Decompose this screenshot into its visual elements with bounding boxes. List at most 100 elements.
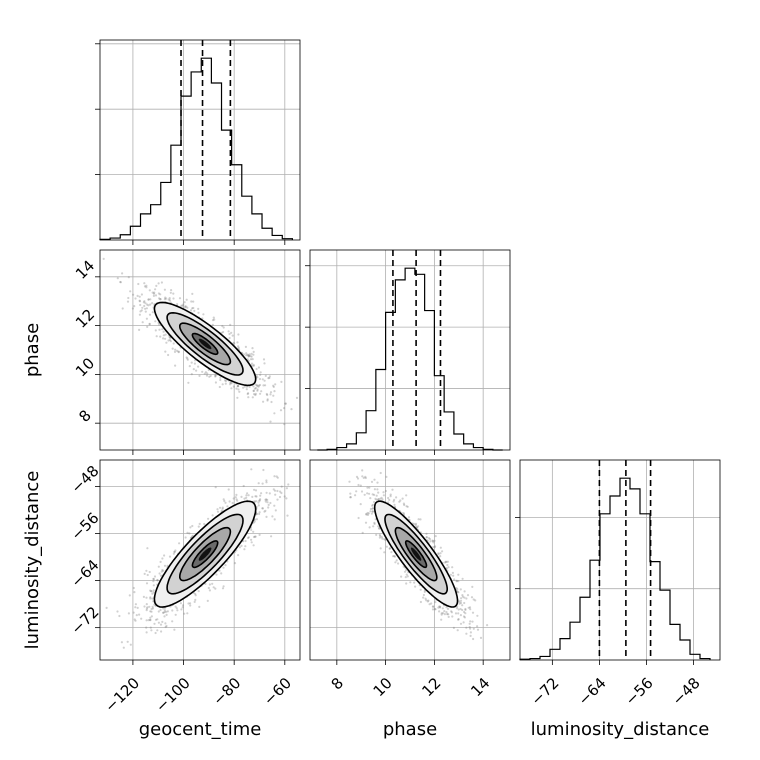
scatter-point-geocent-time-vs-luminosity-distance-1207 <box>162 607 165 610</box>
scatter-point-geocent-time-vs-luminosity-distance-958 <box>253 520 256 523</box>
scatter-point-phase-vs-luminosity-distance-734 <box>455 579 458 582</box>
scatter-point-phase-vs-luminosity-distance-1032 <box>468 625 471 629</box>
scatter-point-geocent-time-vs-luminosity-distance-1281 <box>221 587 225 590</box>
scatter-point-geocent-time-vs-luminosity-distance-18 <box>126 640 129 643</box>
scatter-point-phase-vs-luminosity-distance-265 <box>392 555 395 558</box>
scatter-point-phase-vs-luminosity-distance-279 <box>461 577 464 580</box>
scatter-point-geocent-time-vs-luminosity-distance-885 <box>224 564 227 567</box>
scatter-point-phase-vs-luminosity-distance-1387 <box>454 612 458 615</box>
scatter-point-geocent-time-vs-luminosity-distance-545 <box>160 630 163 633</box>
scatter-point-phase-vs-luminosity-distance-774 <box>393 498 396 501</box>
scatter-point-phase-vs-luminosity-distance-1381 <box>447 615 450 619</box>
scatter-point-geocent-time-vs-luminosity-distance-624 <box>149 619 152 622</box>
scatter-point-geocent-time-vs-phase-1069 <box>121 307 124 310</box>
scatter-point-geocent-time-vs-luminosity-distance-837 <box>194 598 197 602</box>
scatter-point-geocent-time-vs-phase-1186 <box>261 378 264 381</box>
scatter-point-geocent-time-vs-luminosity-distance-104 <box>257 504 260 507</box>
scatter-point-phase-vs-luminosity-distance-621 <box>441 550 444 553</box>
scatter-point-geocent-time-vs-luminosity-distance-174 <box>128 594 131 597</box>
scatter-point-geocent-time-vs-luminosity-distance-1071 <box>279 490 282 493</box>
scatter-point-phase-vs-luminosity-distance-328 <box>414 585 417 588</box>
scatter-point-geocent-time-vs-phase-775 <box>254 386 257 390</box>
scatter-point-geocent-time-vs-luminosity-distance-1384 <box>214 587 217 590</box>
scatter-point-phase-vs-luminosity-distance-187 <box>459 607 462 611</box>
scatter-point-geocent-time-vs-luminosity-distance-445 <box>174 613 177 616</box>
scatter-point-geocent-time-vs-phase-707 <box>165 297 168 300</box>
scatter-point-phase-vs-luminosity-distance-790 <box>431 539 434 542</box>
panel-frame-joint-phase-vs-luminosity-distance <box>309 459 511 661</box>
scatter-point-geocent-time-vs-luminosity-distance-216 <box>133 618 136 621</box>
scatter-point-geocent-time-vs-phase-315 <box>256 376 259 379</box>
scatter-point-geocent-time-vs-phase-1097 <box>167 339 170 342</box>
scatter-point-geocent-time-vs-phase-257 <box>145 307 148 310</box>
scatter-point-phase-vs-luminosity-distance-1055 <box>463 601 466 605</box>
scatter-point-geocent-time-vs-phase-468 <box>236 341 239 344</box>
scatter-point-geocent-time-vs-phase-329 <box>146 325 149 328</box>
scatter-point-geocent-time-vs-phase-79 <box>265 392 268 396</box>
xlabel-geocent-time: geocent_time <box>139 719 262 740</box>
scatter-point-geocent-time-vs-luminosity-distance-128 <box>243 497 246 500</box>
scatter-point-phase-vs-luminosity-distance-326 <box>444 560 447 563</box>
scatter-point-geocent-time-vs-luminosity-distance-473 <box>254 535 257 538</box>
scatter-point-geocent-time-vs-luminosity-distance-132 <box>251 495 254 498</box>
scatter-point-geocent-time-vs-luminosity-distance-455 <box>283 495 286 498</box>
scatter-point-geocent-time-vs-luminosity-distance-488 <box>236 499 239 502</box>
scatter-point-geocent-time-vs-luminosity-distance-710 <box>220 572 223 575</box>
scatter-point-phase-vs-luminosity-distance-140 <box>434 601 437 604</box>
panel-frame-joint-geocent-time-vs-luminosity-distance <box>99 459 301 661</box>
scatter-point-geocent-time-vs-phase-809 <box>245 388 248 391</box>
scatter-point-geocent-time-vs-luminosity-distance-932 <box>222 498 225 501</box>
scatter-point-geocent-time-vs-luminosity-distance-782 <box>270 535 273 538</box>
scatter-point-phase-vs-luminosity-distance-1375 <box>405 569 408 572</box>
scatter-point-geocent-time-vs-luminosity-distance-560 <box>142 595 145 599</box>
scatter-point-phase-vs-luminosity-distance-297 <box>364 521 368 524</box>
scatter-point-phase-vs-luminosity-distance-1334 <box>464 612 467 615</box>
scatter-point-geocent-time-vs-luminosity-distance-495 <box>173 550 176 553</box>
scatter-point-geocent-time-vs-luminosity-distance-1046 <box>206 599 209 603</box>
scatter-point-phase-vs-luminosity-distance-813 <box>446 607 450 611</box>
scatter-point-phase-vs-luminosity-distance-45 <box>375 494 378 497</box>
scatter-point-geocent-time-vs-phase-1390 <box>229 381 232 384</box>
scatter-point-phase-vs-luminosity-distance-240 <box>469 627 472 630</box>
scatter-point-phase-vs-luminosity-distance-20 <box>406 505 409 508</box>
scatter-point-geocent-time-vs-phase-260 <box>255 367 258 371</box>
scatter-point-geocent-time-vs-phase-591 <box>143 300 146 303</box>
contour-line-geocent-time-vs-phase-1 <box>179 322 232 366</box>
scatter-point-geocent-time-vs-luminosity-distance-397 <box>149 626 152 629</box>
scatter-point-phase-vs-luminosity-distance-994 <box>459 601 463 605</box>
scatter-point-phase-vs-luminosity-distance-238 <box>405 573 408 576</box>
scatter-point-geocent-time-vs-luminosity-distance-202 <box>149 596 152 599</box>
scatter-point-phase-vs-luminosity-distance-331 <box>384 538 387 542</box>
scatter-point-geocent-time-vs-luminosity-distance-1250 <box>226 505 229 508</box>
panel-frame-hist-luminosity-distance <box>519 459 721 661</box>
scatter-point-geocent-time-vs-phase-200 <box>202 313 205 316</box>
scatter-point-geocent-time-vs-luminosity-distance-199 <box>156 618 159 621</box>
scatter-point-phase-vs-luminosity-distance-811 <box>377 498 380 501</box>
scatter-point-geocent-time-vs-phase-309 <box>219 376 222 379</box>
scatter-point-geocent-time-vs-phase-1322 <box>290 408 293 411</box>
ylabel-phase: phase <box>22 323 43 377</box>
scatter-point-geocent-time-vs-phase-970 <box>266 399 269 402</box>
scatter-point-geocent-time-vs-luminosity-distance-787 <box>276 476 279 479</box>
scatter-point-geocent-time-vs-phase-754 <box>222 326 225 329</box>
scatter-point-geocent-time-vs-luminosity-distance-1156 <box>191 524 194 528</box>
scatter-point-phase-vs-luminosity-distance-1282 <box>432 541 435 544</box>
scatter-point-geocent-time-vs-luminosity-distance-1293 <box>150 590 153 593</box>
scatter-point-phase-vs-luminosity-distance-576 <box>389 495 392 498</box>
scatter-point-phase-vs-luminosity-distance-1096 <box>416 526 419 529</box>
scatter-point-geocent-time-vs-luminosity-distance-386 <box>286 514 289 517</box>
scatter-point-geocent-time-vs-phase-18 <box>195 369 198 372</box>
scatter-point-phase-vs-luminosity-distance-764 <box>393 554 396 558</box>
scatter-point-geocent-time-vs-luminosity-distance-961 <box>159 574 162 577</box>
scatter-point-phase-vs-luminosity-distance-1297 <box>424 597 427 600</box>
scatter-point-phase-vs-luminosity-distance-415 <box>465 597 468 600</box>
scatter-point-geocent-time-vs-luminosity-distance-1302 <box>228 500 231 503</box>
scatter-point-geocent-time-vs-phase-490 <box>221 324 224 328</box>
scatter-point-phase-vs-luminosity-distance-1145 <box>471 620 474 623</box>
scatter-point-phase-vs-luminosity-distance-1034 <box>457 612 460 615</box>
scatter-point-geocent-time-vs-phase-1317 <box>193 362 196 365</box>
scatter-point-phase-vs-luminosity-distance-670 <box>455 607 459 610</box>
scatter-point-geocent-time-vs-phase-1184 <box>145 317 148 320</box>
scatter-point-phase-vs-luminosity-distance-1272 <box>445 611 448 614</box>
scatter-point-geocent-time-vs-phase-1391 <box>268 376 271 380</box>
